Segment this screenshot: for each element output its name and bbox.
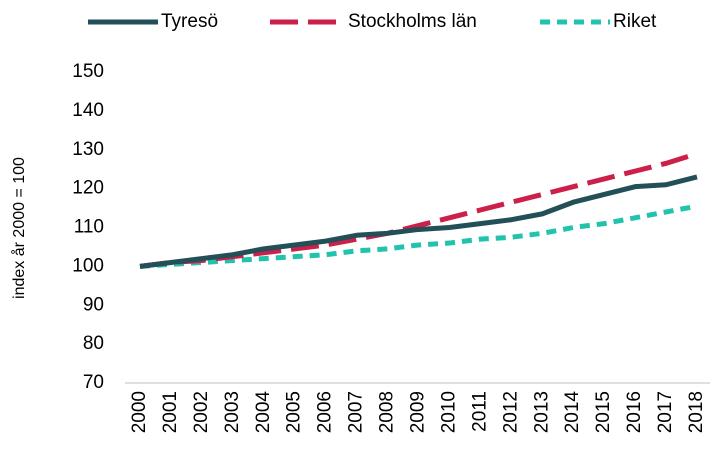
series-line	[139, 174, 698, 269]
y-tick-label: 80	[83, 333, 104, 354]
x-tick-label: 2007	[346, 391, 367, 433]
x-tick-label: 2006	[315, 391, 336, 433]
legend-label: Stockholms län	[348, 11, 477, 32]
y-tick-label: 100	[72, 255, 104, 276]
y-tick-label: 120	[72, 178, 104, 199]
x-tick-label: 2008	[377, 391, 398, 433]
series-line	[139, 203, 698, 269]
y-tick-label: 130	[72, 139, 104, 160]
x-tick-label: 2014	[562, 391, 583, 434]
x-tick-label: 2003	[222, 391, 243, 433]
x-tick-label: 2013	[531, 391, 552, 433]
y-tick-label: 150	[72, 61, 104, 82]
x-tick-label: 2009	[408, 391, 429, 433]
y-tick-label: 70	[83, 372, 104, 393]
legend-label: Tyresö	[161, 11, 218, 32]
y-tick-label: 90	[83, 294, 104, 315]
x-tick-label: 2002	[191, 391, 212, 433]
x-tick-label: 2000	[129, 391, 150, 433]
y-tick-label: 110	[74, 217, 104, 238]
x-tick-label: 2018	[686, 391, 707, 433]
x-tick-label: 2004	[253, 391, 274, 434]
y-tick-label: 140	[72, 100, 104, 121]
y-axis-label: index år 2000 = 100	[10, 157, 28, 299]
x-tick-label: 2005	[284, 391, 305, 433]
x-tick-label: 2010	[438, 391, 459, 433]
x-tick-label: 2016	[624, 391, 645, 433]
x-tick-label: 2015	[593, 391, 614, 433]
series-line	[139, 151, 698, 269]
x-tick-label: 2001	[160, 391, 181, 433]
x-tick-label: 2011	[469, 391, 490, 432]
x-tick-label: 2017	[655, 391, 676, 433]
legend-label: Riket	[613, 11, 657, 32]
x-tick-label: 2012	[500, 391, 521, 433]
